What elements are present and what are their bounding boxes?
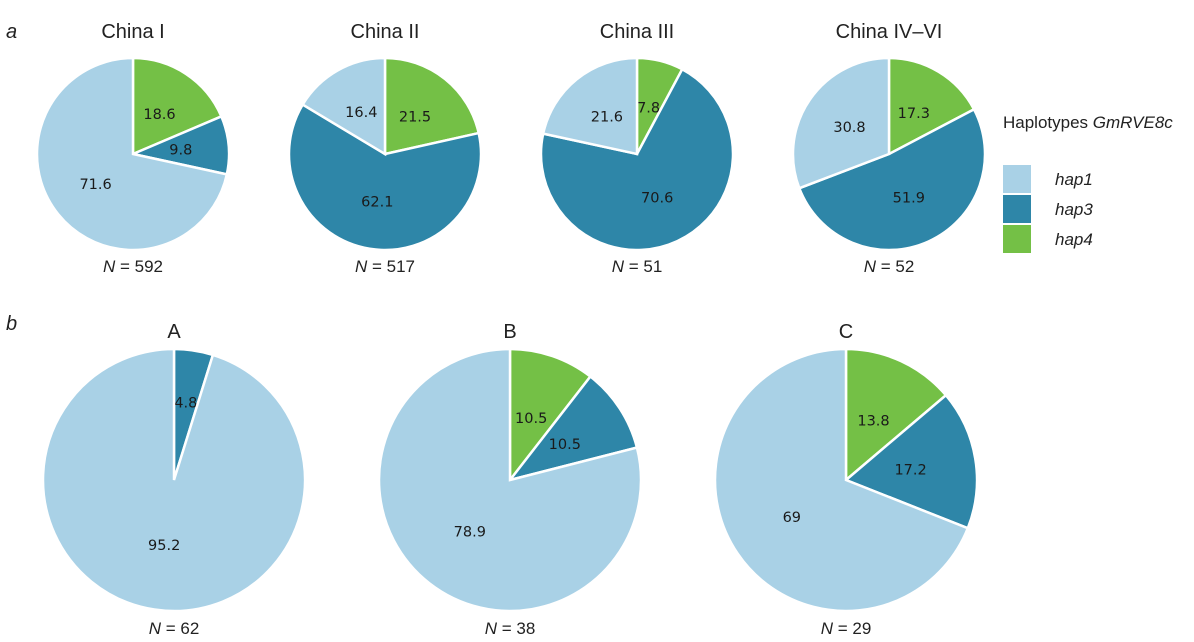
pie-slice-hap1	[541, 56, 639, 156]
pie-title: China I	[101, 21, 164, 43]
pie-slice-hap4	[508, 347, 593, 484]
pie-chart-7: 13.8 17.2 69 C N = 29	[713, 321, 979, 638]
sample-size-value: = 62	[161, 619, 199, 638]
pie-slice-label-hap3: 4.8	[174, 395, 197, 411]
pie-slice-label-hap3: 9.8	[169, 143, 192, 159]
sample-size-value: = 51	[624, 257, 662, 276]
pie-slice-hap3	[843, 393, 979, 530]
pie-title: C	[839, 321, 853, 343]
pie-slice-hap1	[300, 56, 387, 157]
pie-slice-label-hap3: 51.9	[893, 191, 925, 207]
sample-size-symbol: N	[612, 257, 625, 276]
sample-size-label: N = 38	[485, 619, 536, 638]
pie-slice-hap4	[383, 56, 481, 156]
pie-slice-label-hap1: 21.6	[591, 110, 623, 126]
pie-slice-label-hap4: 18.6	[143, 107, 175, 123]
sample-size-label: N = 62	[149, 619, 200, 638]
pie-charts: 18.6 9.8 71.6 China I N = 592 21.5 62.1 16.4 Chi…	[35, 21, 987, 638]
pie-slice-hap3	[539, 67, 735, 252]
pie-slice-hap3	[797, 107, 987, 252]
pie-slice-hap3	[287, 102, 483, 252]
pie-slice-hap1	[713, 347, 970, 613]
sample-size-label: N = 51	[612, 257, 663, 276]
pie-slice-label-hap3: 62.1	[361, 194, 393, 210]
sample-size-value: = 517	[367, 257, 415, 276]
legend-label-hap3: hap3	[1055, 200, 1093, 219]
sample-size-value: = 29	[833, 619, 871, 638]
pie-slice-label-hap1: 95.2	[148, 538, 180, 554]
legend-swatch-hap4	[1003, 225, 1031, 253]
panel-a-letter: a	[6, 21, 17, 43]
pie-slice-hap4	[844, 347, 948, 483]
pie-chart-1: 18.6 9.8 71.6 China I N = 592	[35, 21, 231, 276]
sample-size-value: = 592	[115, 257, 163, 276]
legend-swatch-hap3	[1003, 195, 1031, 223]
pie-title: China II	[351, 21, 420, 43]
pie-slice-label-hap4: 17.3	[898, 106, 930, 122]
legend-label-hap1: hap1	[1055, 170, 1093, 189]
pie-slice-label-hap4: 13.8	[857, 414, 889, 430]
sample-size-value: = 38	[497, 619, 535, 638]
pie-slice-hap4	[887, 56, 976, 157]
pie-slice-hap1	[35, 56, 229, 252]
legend-title-prefix: Haplotypes	[1003, 113, 1093, 132]
pie-title: A	[167, 321, 181, 343]
sample-size-symbol: N	[149, 619, 162, 638]
pie-chart-3: 7.8 70.6 21.6 China III N = 51	[539, 21, 735, 276]
pie-chart-4: 17.3 51.9 30.8 China IV–VI N = 52	[791, 21, 987, 276]
pie-chart-6: 10.510.5 78.9 B N = 38	[377, 321, 643, 638]
legend-label-hap4: hap4	[1055, 230, 1093, 249]
pie-title: B	[503, 321, 516, 343]
pie-slice-hap1	[41, 347, 307, 613]
pie-slice-label-hap4: 21.5	[399, 110, 431, 126]
sample-size-label: N = 592	[103, 257, 163, 276]
pie-chart-5: 4.8 95.2 A N = 62	[41, 321, 307, 638]
sample-size-symbol: N	[864, 257, 877, 276]
sample-size-label: N = 517	[355, 257, 415, 276]
legend-swatch-hap1	[1003, 165, 1031, 193]
pie-slice-label-hap3: 10.5	[549, 437, 581, 453]
pie-slice-hap4	[131, 56, 223, 156]
legend-title-gene: GmRVE8c	[1093, 113, 1173, 132]
sample-size-symbol: N	[821, 619, 834, 638]
sample-size-symbol: N	[485, 619, 498, 638]
legend-title: Haplotypes GmRVE8c	[1003, 113, 1173, 132]
sample-size-symbol: N	[103, 257, 116, 276]
pie-slice-hap1	[377, 347, 643, 613]
pie-slice-label-hap4: 7.8	[637, 100, 660, 116]
sample-size-label: N = 52	[864, 257, 915, 276]
pie-slice-hap3	[506, 374, 639, 483]
pie-slice-label-hap1: 78.9	[454, 525, 486, 541]
pie-title: China III	[600, 21, 674, 43]
pie-chart-2: 21.5 62.1 16.4 China II N = 517	[287, 21, 483, 276]
pie-slice-label-hap1: 16.4	[345, 105, 377, 121]
pie-slice-label-hap1: 69	[783, 510, 801, 526]
pie-slice-label-hap3: 17.2	[894, 462, 926, 478]
legend: Haplotypes GmRVE8c hap1 hap3 hap4	[1003, 113, 1173, 253]
pie-slice-label-hap3: 70.6	[641, 191, 673, 207]
pie-slice-hap1	[791, 56, 891, 190]
pie-slice-label-hap1: 30.8	[833, 120, 865, 136]
pie-title: China IV–VI	[836, 21, 943, 43]
sample-size-symbol: N	[355, 257, 368, 276]
panel-b-letter: b	[6, 313, 17, 335]
pie-slice-label-hap1: 71.6	[79, 177, 111, 193]
pie-slice-label-hap4: 10.5	[515, 411, 547, 427]
sample-size-value: = 52	[876, 257, 914, 276]
sample-size-label: N = 29	[821, 619, 872, 638]
